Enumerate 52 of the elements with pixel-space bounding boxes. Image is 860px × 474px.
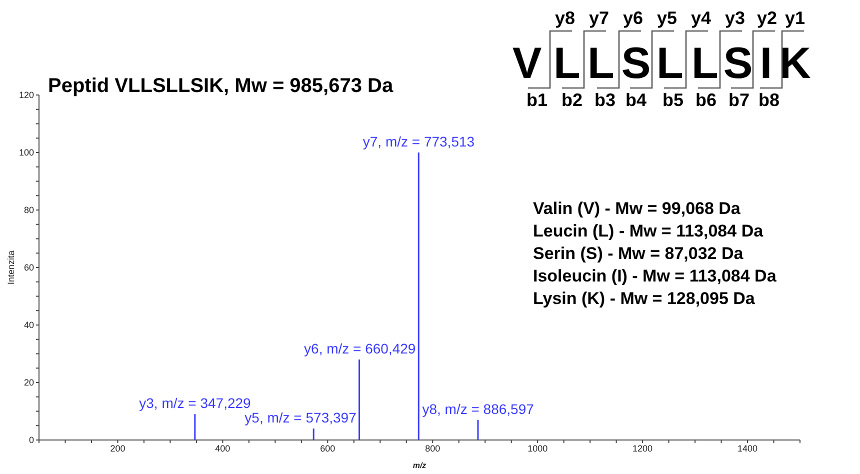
- y-axis-title: Intenzita: [6, 250, 16, 285]
- text: S: [723, 39, 753, 88]
- y-tick-label: 0: [28, 435, 34, 446]
- annotation: y3, m/z = 347,229: [139, 395, 252, 412]
- x-tick-label: 1200: [632, 443, 653, 454]
- annotation: Valin (V) - Mw = 99,068 Da: [533, 199, 741, 218]
- text: y1: [784, 8, 806, 28]
- annotation: y5, m/z = 573,397: [244, 410, 357, 426]
- text: V: [512, 39, 542, 88]
- annotation: b8: [758, 90, 780, 110]
- text: S: [621, 39, 651, 88]
- y-tick-label: 80: [24, 205, 34, 216]
- text: y2: [756, 8, 778, 28]
- annotation: y7, m/z = 773,513: [362, 134, 475, 150]
- y-tick-label: 120: [18, 90, 34, 100]
- annotation: b5: [662, 90, 684, 110]
- text: K: [779, 39, 812, 88]
- y-tick-label: 40: [24, 320, 34, 330]
- annotation: b2: [561, 90, 583, 110]
- annotation: Lysin (K) - Mw = 128,095 Da: [533, 289, 756, 308]
- text: L: [554, 39, 580, 88]
- annotation: b6: [695, 90, 717, 110]
- y-tick-label: 60: [24, 262, 34, 273]
- text: y6: [622, 8, 644, 28]
- x-tick-label: 200: [110, 443, 126, 454]
- annotation: b3: [594, 90, 616, 110]
- text: y8: [554, 8, 576, 28]
- annotation: y6, m/z = 660,429: [304, 340, 416, 356]
- x-tick-label: 1400: [738, 443, 758, 454]
- annotation: b1: [526, 90, 548, 110]
- annotation: Serin (S) - Mw = 87,032 Da: [533, 244, 744, 263]
- text: I: [760, 39, 772, 88]
- annotation: Leucin (L) - Mw = 113,084 Da: [533, 222, 764, 240]
- text: L: [588, 39, 614, 88]
- text: y3: [724, 8, 746, 28]
- x-tick-label: 800: [425, 443, 440, 454]
- text: y5: [656, 8, 678, 28]
- chart-title: Peptid VLLSLLSIK, Mw = 985,673 Da: [48, 75, 394, 97]
- text: L: [692, 39, 718, 88]
- text: L: [656, 39, 684, 88]
- x-tick-label: 600: [320, 443, 336, 454]
- annotation: y8, m/z = 886,597: [422, 400, 534, 417]
- annotation: b4: [625, 90, 647, 110]
- text: y7: [588, 8, 610, 28]
- y-tick-label: 100: [18, 148, 34, 158]
- y-tick-label: 20: [24, 378, 34, 388]
- x-axis-title: m/z: [412, 461, 426, 470]
- annotation: b7: [728, 90, 750, 110]
- x-tick-label: 1000: [528, 443, 548, 454]
- x-tick-label: 400: [215, 443, 230, 454]
- annotation: Isoleucin (I) - Mw = 113,084 Da: [533, 266, 777, 286]
- text: y4: [690, 8, 712, 28]
